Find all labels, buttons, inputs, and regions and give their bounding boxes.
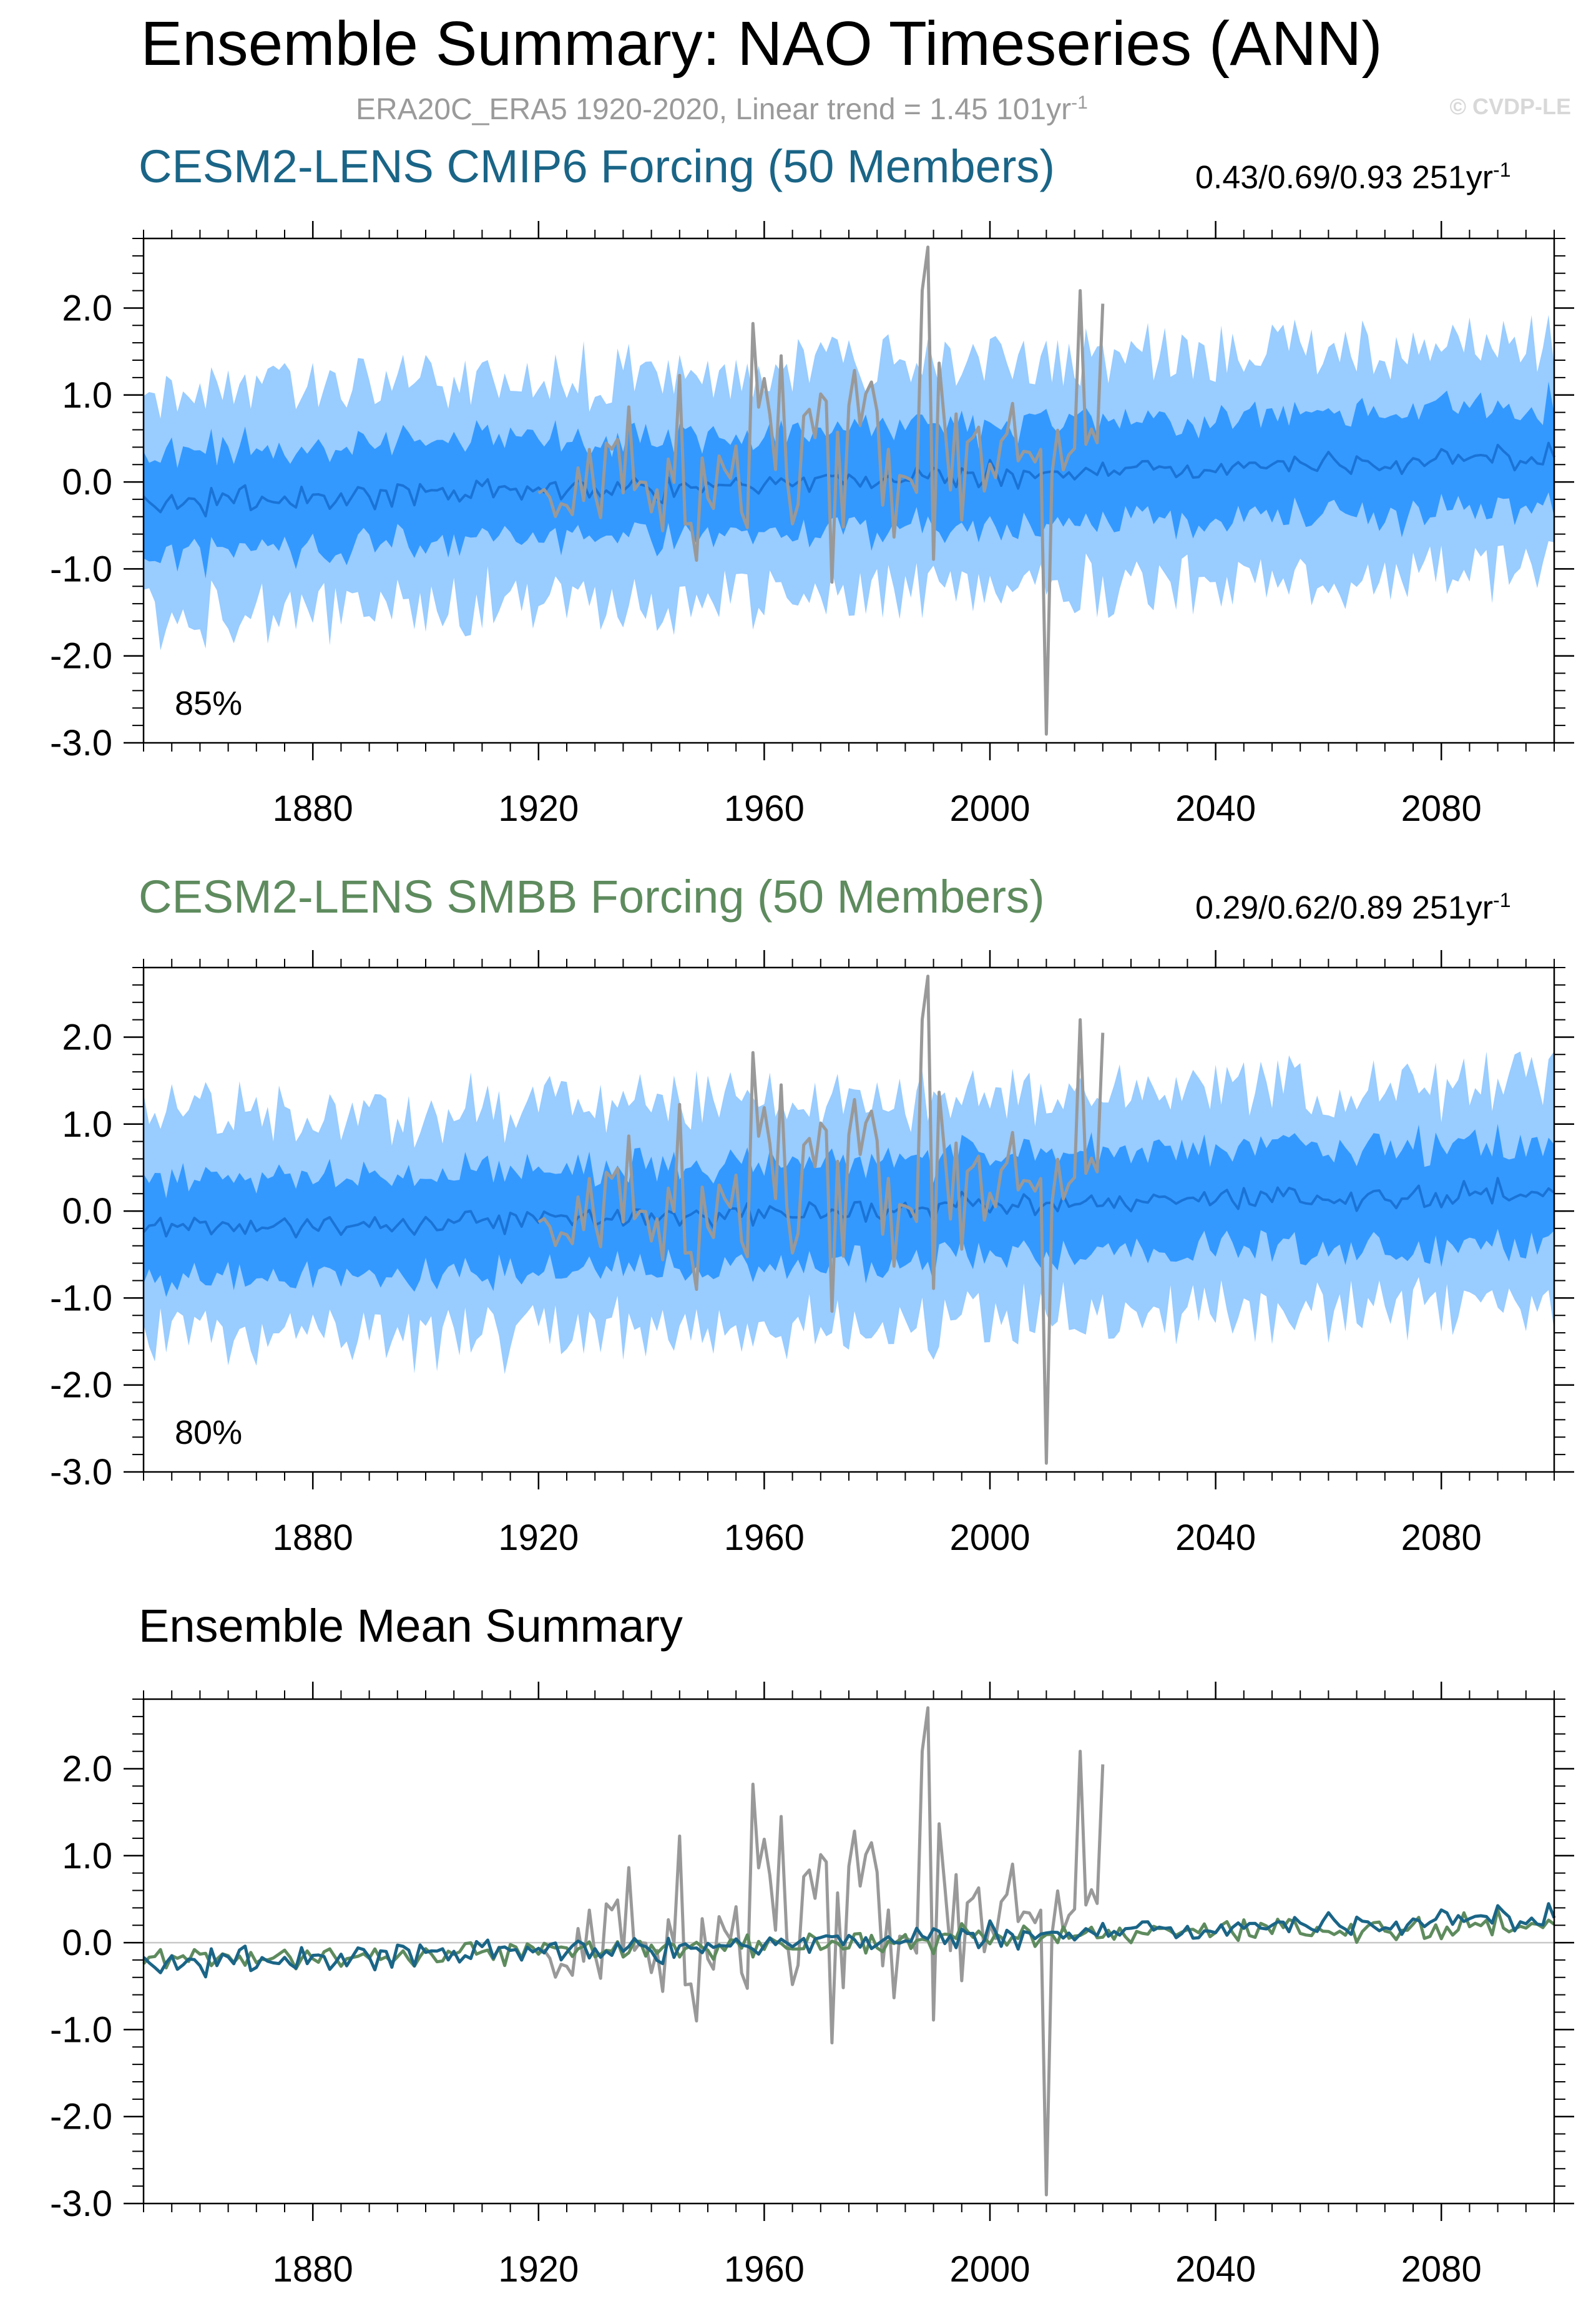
panel-1-title: CESM2-LENS CMIP6 Forcing (50 Members) bbox=[139, 140, 1055, 192]
panel-2-trend-text: 0.29/0.62/0.89 251yr bbox=[1195, 890, 1494, 926]
panel-1-trend-sup: -1 bbox=[1493, 159, 1511, 181]
panel-3-title: Ensemble Mean Summary bbox=[139, 1600, 683, 1652]
panel-2-trend-sup: -1 bbox=[1493, 889, 1511, 911]
cmip6-mean-line bbox=[142, 1902, 1556, 1979]
plot-frame bbox=[142, 237, 1555, 744]
x-tick-label: 1920 bbox=[498, 1517, 579, 1558]
inner-spread-band bbox=[144, 1124, 1554, 1297]
panel-2-trend-stat: 0.29/0.62/0.89 251yr-1 bbox=[1195, 880, 1511, 928]
y-tick-label: 2.0 bbox=[62, 1017, 112, 1057]
plot-frame bbox=[142, 1698, 1555, 2205]
x-tick-label: 2040 bbox=[1175, 788, 1256, 829]
panel-2-title: CESM2-LENS SMBB Forcing (50 Members) bbox=[139, 871, 1045, 923]
ensemble-mean-line bbox=[142, 1177, 1555, 1238]
observation-line bbox=[537, 1706, 1105, 2197]
y-tick-label: 2.0 bbox=[62, 1748, 112, 1789]
x-tick-label: 2000 bbox=[949, 2249, 1030, 2290]
x-tick-label: 2080 bbox=[1401, 1517, 1482, 1558]
panel-percent-label: 80% bbox=[175, 1414, 242, 1451]
observation-line bbox=[537, 974, 1105, 1465]
y-tick-label: 1.0 bbox=[62, 1836, 112, 1876]
x-tick-label: 1960 bbox=[724, 2249, 805, 2290]
y-tick-label: -3.0 bbox=[50, 1452, 112, 1493]
x-tick-label: 1960 bbox=[724, 788, 805, 829]
x-tick-label: 1880 bbox=[273, 2249, 353, 2290]
figure-title: Ensemble Summary: NAO Timeseries (ANN) bbox=[140, 9, 1383, 79]
inner-spread-band bbox=[144, 381, 1554, 579]
panel-1-trend-text: 0.43/0.69/0.93 251yr bbox=[1195, 159, 1494, 196]
cmip6-panel: 2.0 1.0 0.0 -1.0 -2.0 -3.0 1880 1920 1960 2000 204… bbox=[50, 221, 1574, 829]
subtitle-text: ERA20C_ERA5 1920-2020, Linear trend = 1.… bbox=[356, 93, 1072, 126]
y-tick-label: 1.0 bbox=[62, 1104, 112, 1145]
y-tick-label: 0.0 bbox=[62, 1191, 112, 1232]
figure-subtitle: ERA20C_ERA5 1920-2020, Linear trend = 1.… bbox=[356, 92, 1088, 127]
panel-percent-label: 85% bbox=[175, 685, 242, 722]
x-tick-label: 1880 bbox=[273, 788, 353, 829]
y-tick-label: 0.0 bbox=[62, 462, 112, 503]
x-tick-label: 1920 bbox=[498, 2249, 579, 2290]
x-tick-label: 1880 bbox=[273, 1517, 353, 1558]
subtitle-superscript: -1 bbox=[1071, 92, 1088, 113]
x-tick-label: 1960 bbox=[724, 1517, 805, 1558]
x-tick-label: 1920 bbox=[498, 788, 579, 829]
copyright-label: © CVDP-LE bbox=[1449, 94, 1571, 119]
y-tick-label: -1.0 bbox=[50, 2009, 112, 2050]
y-tick-label: -2.0 bbox=[50, 1365, 112, 1406]
x-tick-label: 2000 bbox=[949, 1517, 1030, 1558]
y-tick-label: -2.0 bbox=[50, 636, 112, 677]
x-tick-label: 2000 bbox=[949, 788, 1030, 829]
ensemble-mean-panel: 2.0 1.0 0.0 -1.0 -2.0 -3.0 1880 1920 1960 2000 204… bbox=[50, 1682, 1574, 2290]
y-tick-label: -1.0 bbox=[50, 549, 112, 589]
y-tick-label: 1.0 bbox=[62, 375, 112, 416]
observation-line bbox=[537, 245, 1105, 736]
plot-frame bbox=[142, 966, 1555, 1473]
y-tick-label: 0.0 bbox=[62, 1923, 112, 1963]
y-tick-label: -2.0 bbox=[50, 2097, 112, 2137]
y-tick-label: -1.0 bbox=[50, 1278, 112, 1318]
panel-1-trend-stat: 0.43/0.69/0.93 251yr-1 bbox=[1195, 150, 1511, 197]
ensemble-mean-line bbox=[142, 441, 1555, 517]
y-tick-label: -3.0 bbox=[50, 723, 112, 763]
x-tick-label: 2080 bbox=[1401, 2249, 1482, 2290]
x-tick-label: 2040 bbox=[1175, 2249, 1256, 2290]
x-tick-label: 2040 bbox=[1175, 1517, 1256, 1558]
y-tick-label: 2.0 bbox=[62, 288, 112, 328]
y-tick-label: -3.0 bbox=[50, 2184, 112, 2224]
x-tick-label: 2080 bbox=[1401, 788, 1482, 829]
smbb-panel: 2.0 1.0 0.0 -1.0 -2.0 -3.0 1880 1920 1960 2000 204… bbox=[50, 950, 1574, 1558]
smbb-mean-line bbox=[142, 1908, 1555, 1971]
